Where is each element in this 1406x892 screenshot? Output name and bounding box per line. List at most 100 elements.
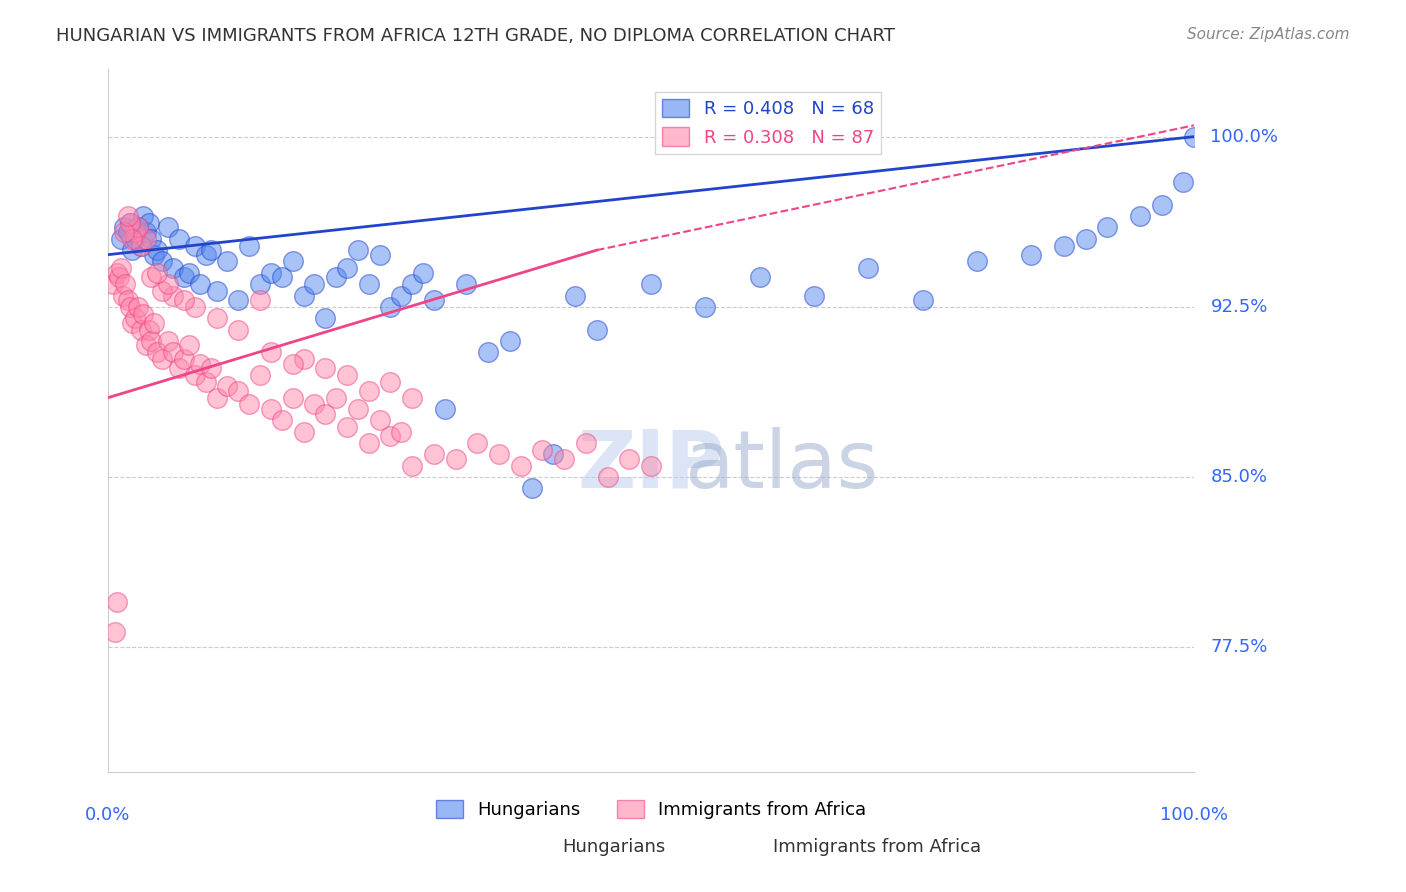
Point bbox=[325, 391, 347, 405]
Point bbox=[132, 307, 155, 321]
Point bbox=[138, 216, 160, 230]
Point bbox=[162, 261, 184, 276]
Point bbox=[117, 225, 139, 239]
Point bbox=[380, 300, 402, 314]
Point bbox=[110, 261, 132, 276]
Point bbox=[596, 470, 619, 484]
Point bbox=[314, 311, 336, 326]
Point bbox=[135, 338, 157, 352]
Point bbox=[1150, 198, 1173, 212]
Point bbox=[585, 322, 607, 336]
Point bbox=[1097, 220, 1119, 235]
Point bbox=[188, 277, 211, 292]
Point bbox=[150, 352, 173, 367]
Point bbox=[389, 425, 412, 439]
Point bbox=[412, 266, 434, 280]
Point bbox=[135, 225, 157, 239]
Point bbox=[173, 293, 195, 307]
Point bbox=[194, 375, 217, 389]
Point bbox=[966, 254, 988, 268]
Point bbox=[380, 429, 402, 443]
Point bbox=[803, 288, 825, 302]
Point bbox=[292, 288, 315, 302]
Point bbox=[281, 254, 304, 268]
Point bbox=[270, 270, 292, 285]
Point bbox=[112, 288, 135, 302]
Point bbox=[127, 220, 149, 235]
Point bbox=[499, 334, 522, 348]
Point bbox=[118, 216, 141, 230]
Point bbox=[325, 270, 347, 285]
Point bbox=[314, 407, 336, 421]
Point bbox=[456, 277, 478, 292]
Point bbox=[127, 300, 149, 314]
Point bbox=[260, 402, 283, 417]
Text: 0.0%: 0.0% bbox=[86, 806, 131, 824]
Point bbox=[1129, 209, 1152, 223]
Point bbox=[121, 232, 143, 246]
Point bbox=[619, 452, 641, 467]
Point bbox=[423, 447, 446, 461]
Point bbox=[270, 413, 292, 427]
Point bbox=[553, 452, 575, 467]
Text: atlas: atlas bbox=[685, 426, 879, 505]
Point bbox=[103, 624, 125, 639]
Point bbox=[640, 458, 662, 473]
Point bbox=[173, 352, 195, 367]
Point bbox=[217, 379, 239, 393]
Point bbox=[357, 436, 380, 450]
Point bbox=[121, 243, 143, 257]
Point bbox=[179, 266, 201, 280]
Point bbox=[205, 391, 228, 405]
Point bbox=[346, 243, 368, 257]
Point bbox=[401, 277, 423, 292]
Point bbox=[292, 425, 315, 439]
Point bbox=[346, 402, 368, 417]
Point bbox=[423, 293, 446, 307]
Point bbox=[260, 345, 283, 359]
Point bbox=[146, 345, 169, 359]
Point bbox=[124, 311, 146, 326]
Point bbox=[200, 243, 222, 257]
Point bbox=[167, 361, 190, 376]
Point bbox=[249, 277, 271, 292]
Text: 77.5%: 77.5% bbox=[1211, 639, 1268, 657]
Point bbox=[292, 352, 315, 367]
Point bbox=[228, 322, 250, 336]
Point bbox=[194, 248, 217, 262]
Point bbox=[141, 334, 163, 348]
Point bbox=[150, 254, 173, 268]
Point bbox=[368, 413, 391, 427]
Point bbox=[433, 402, 456, 417]
Point bbox=[184, 238, 207, 252]
Point bbox=[205, 284, 228, 298]
Point bbox=[249, 368, 271, 382]
Point bbox=[162, 288, 184, 302]
Point bbox=[112, 225, 135, 239]
Point bbox=[179, 338, 201, 352]
Point bbox=[228, 293, 250, 307]
Point bbox=[368, 248, 391, 262]
Point bbox=[281, 357, 304, 371]
Point bbox=[135, 232, 157, 246]
Point bbox=[156, 334, 179, 348]
Point bbox=[118, 300, 141, 314]
Point bbox=[167, 232, 190, 246]
Point bbox=[142, 248, 165, 262]
Point bbox=[314, 361, 336, 376]
Point bbox=[184, 368, 207, 382]
Point bbox=[564, 288, 586, 302]
Point bbox=[124, 232, 146, 246]
Point bbox=[105, 266, 128, 280]
Point bbox=[112, 220, 135, 235]
Point bbox=[110, 232, 132, 246]
Point bbox=[477, 345, 499, 359]
Text: Hungarians: Hungarians bbox=[562, 838, 665, 856]
Point bbox=[141, 270, 163, 285]
Point bbox=[103, 277, 125, 292]
Point bbox=[118, 216, 141, 230]
Point bbox=[188, 357, 211, 371]
Point bbox=[156, 220, 179, 235]
Point bbox=[124, 225, 146, 239]
Point bbox=[156, 277, 179, 292]
